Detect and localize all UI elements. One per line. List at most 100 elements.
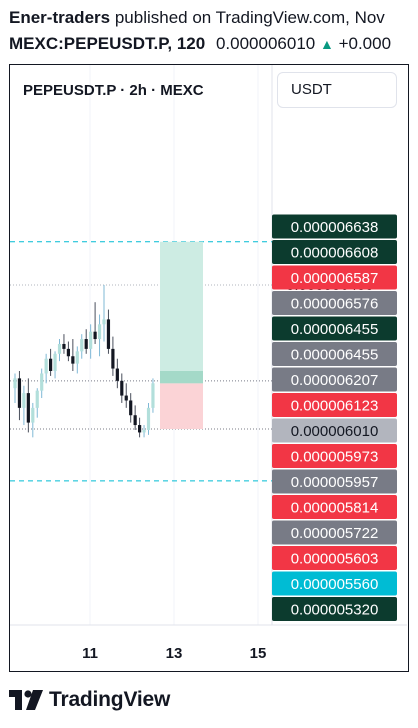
publish-line: Ener-traders published on TradingView.co…	[9, 7, 385, 29]
candle-body	[71, 356, 75, 364]
price-tag-label: 0.000005560	[291, 576, 379, 593]
candle	[151, 378, 155, 413]
time-tick-label: 11	[82, 645, 98, 662]
price-tag-label: 0.000006207	[291, 372, 379, 389]
candles	[13, 285, 155, 438]
price-tag-label: 0.000006010	[291, 423, 379, 440]
chart-frame: 0.0000064000.0000054000.000005200 0.0000…	[9, 64, 409, 672]
price-tag-label: 0.000005603	[291, 551, 379, 568]
candle	[31, 402, 35, 438]
price-tag-background	[272, 342, 397, 367]
candle-body	[35, 390, 39, 408]
candle-body	[124, 395, 128, 401]
candle	[142, 425, 146, 438]
price-tag-label: 0.000006123	[291, 398, 379, 415]
price-change: +0.000	[338, 34, 392, 53]
time-axis: 11 13 15	[82, 645, 266, 662]
price-tag: 0.000006455	[272, 342, 397, 367]
tradingview-brand[interactable]: TradingView	[49, 688, 171, 711]
up-arrow-icon: ▲	[319, 36, 334, 52]
position-current-fill	[160, 371, 203, 384]
candle	[84, 329, 88, 354]
price-tag: 0.000005722	[272, 520, 397, 545]
price-tag-background	[272, 265, 397, 290]
author-name[interactable]: Ener-traders	[9, 8, 111, 27]
candle	[124, 383, 128, 408]
price-tag-label: 0.000006608	[291, 245, 379, 262]
candle-body	[62, 343, 66, 349]
candle	[146, 402, 151, 435]
candle-body	[102, 319, 106, 325]
candle	[22, 385, 26, 426]
price-tag: 0.000005560	[272, 571, 397, 596]
candle	[89, 324, 93, 359]
price-tag-background	[272, 571, 397, 596]
candle	[17, 371, 22, 421]
price-tag-background	[272, 291, 397, 316]
price-tag-background	[272, 393, 397, 418]
candle	[106, 309, 111, 354]
price-tag-label: 0.000006638	[291, 219, 379, 236]
position-profit-zone	[160, 241, 203, 384]
long-position-tool	[160, 241, 203, 429]
price-tag: 0.000006638	[272, 214, 397, 239]
price-tags: 0.000006638 0.000006608 0.000006587 0.00000…	[272, 214, 397, 622]
time-tick-label: 15	[250, 645, 267, 662]
candle-body	[80, 339, 84, 352]
price-tag-background	[272, 597, 397, 622]
candle-body	[75, 351, 79, 364]
candle	[102, 285, 106, 342]
candle	[35, 388, 39, 418]
candle	[57, 339, 62, 362]
price-tag: 0.000005957	[272, 469, 397, 494]
price-tag: 0.000006576	[272, 291, 397, 316]
candle-body	[142, 429, 146, 433]
candle	[115, 358, 119, 389]
symbol-ticker: MEXC:PEPEUSDT.P, 120	[9, 34, 206, 53]
candle-body	[84, 339, 88, 349]
price-tag: 0.000006608	[272, 240, 397, 265]
candle	[71, 339, 75, 371]
last-price: 0.000006010	[215, 34, 316, 53]
price-tag-label: 0.000006455	[291, 347, 379, 364]
currency-button[interactable]: USDT	[277, 72, 397, 108]
candle	[66, 341, 70, 362]
candle	[80, 334, 84, 359]
symbol-line: MEXC:PEPEUSDT.P, 120 0.000006010 ▲ +0.00…	[9, 33, 391, 55]
candle	[26, 378, 30, 433]
candle-body	[40, 373, 44, 391]
horizontal-lines	[10, 241, 272, 482]
price-tag-label: 0.000005957	[291, 474, 379, 491]
price-tag-background	[272, 444, 397, 469]
price-tag-label: 0.000005320	[291, 602, 379, 619]
candle	[62, 334, 66, 354]
price-tag-label: 0.000005722	[291, 525, 379, 542]
candle-body	[53, 353, 57, 371]
price-chart[interactable]: 0.0000064000.0000054000.000005200 0.0000…	[10, 65, 407, 670]
price-tag-background	[272, 495, 397, 520]
candle	[138, 417, 142, 438]
price-tag: 0.000005320	[272, 597, 397, 622]
price-tag-label: 0.000005814	[291, 500, 379, 517]
candle-body	[97, 324, 102, 340]
time-tick-label: 13	[166, 645, 183, 662]
price-tag-background	[272, 418, 397, 443]
price-tag-background	[272, 316, 397, 341]
price-tag-background	[272, 367, 397, 392]
candle-body	[133, 415, 137, 426]
position-loss-zone	[160, 383, 203, 429]
candle-body	[66, 348, 70, 357]
footer: TradingView	[9, 686, 170, 714]
price-tag: 0.000006455	[272, 316, 397, 341]
candle-body	[17, 378, 22, 408]
candle	[93, 302, 97, 344]
candle	[129, 393, 133, 423]
price-tag-label: 0.000006455	[291, 321, 379, 338]
candle-body	[49, 358, 53, 371]
candle-body	[22, 393, 26, 408]
candle-body	[115, 368, 119, 381]
candle	[13, 373, 17, 403]
price-tag: 0.000006207	[272, 367, 397, 392]
candle-body	[129, 400, 133, 416]
candle-body	[44, 358, 48, 374]
